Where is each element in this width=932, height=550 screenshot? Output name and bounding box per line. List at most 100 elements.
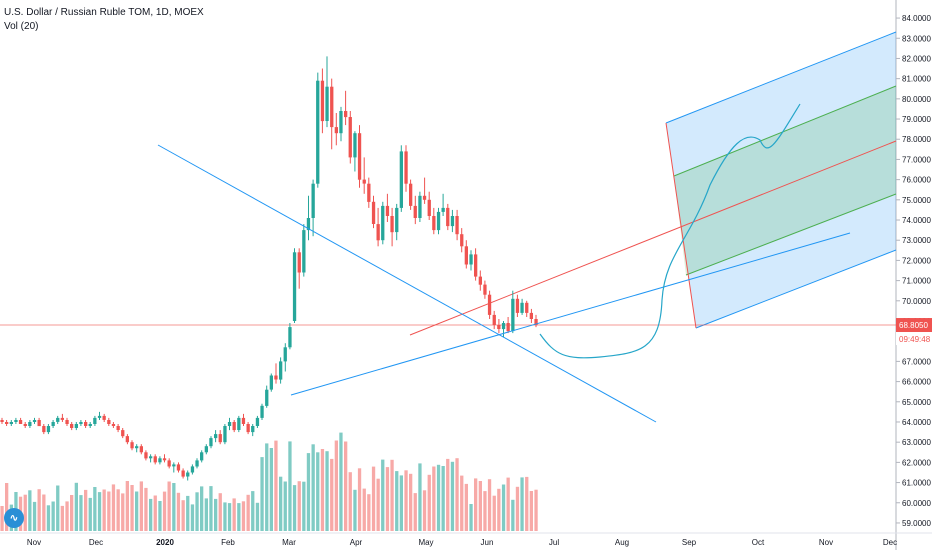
candle-body xyxy=(506,323,510,332)
volume-bar xyxy=(395,471,399,531)
candle-body xyxy=(371,201,376,224)
y-tick-label: 59.0000 xyxy=(902,519,931,528)
y-tick-label: 83.0000 xyxy=(902,34,931,43)
logo-glyph-icon: ∿ xyxy=(9,512,19,524)
candle-body xyxy=(237,417,241,430)
volume-bar xyxy=(441,466,445,531)
pitchfork-upper-line xyxy=(665,31,897,124)
y-tick-label: 63.0000 xyxy=(902,438,931,447)
candle-body xyxy=(255,417,260,426)
candle-body xyxy=(274,375,278,380)
candle-body xyxy=(218,434,222,443)
candle-body xyxy=(190,466,195,473)
candle-body xyxy=(478,276,482,285)
volume-bar xyxy=(162,491,167,531)
volume-bar xyxy=(102,489,106,531)
candle-body xyxy=(5,422,9,424)
candle-body xyxy=(0,420,4,422)
candle-body xyxy=(297,252,301,273)
volume-bar xyxy=(404,470,408,531)
volume-bar xyxy=(195,492,199,531)
x-tick-label: 2020 xyxy=(156,538,174,547)
volume-bar xyxy=(223,502,227,531)
candle-body xyxy=(316,80,320,184)
volume-bar xyxy=(158,501,162,531)
candle-body xyxy=(311,183,315,218)
candle-body xyxy=(227,422,232,426)
candle-body xyxy=(376,224,380,241)
volume-bar xyxy=(251,491,255,531)
pitchfork-lower-line xyxy=(695,249,897,329)
candle-body xyxy=(418,195,422,218)
candle-body xyxy=(381,205,385,241)
candle-body xyxy=(130,442,134,449)
x-tick-label: Oct xyxy=(752,538,765,547)
candle-body xyxy=(436,211,441,231)
candle-body xyxy=(28,422,32,426)
candle-body xyxy=(487,294,492,315)
candle-body xyxy=(399,151,403,208)
candle-body xyxy=(450,216,455,227)
volume-bar xyxy=(135,491,139,531)
candle-body xyxy=(97,415,102,418)
volume-bar xyxy=(427,474,431,531)
volume-bar xyxy=(478,481,482,531)
candle-body xyxy=(446,207,450,227)
candle-body xyxy=(265,389,269,406)
volume-bar xyxy=(357,468,362,531)
volume-bar xyxy=(297,481,301,531)
candle-body xyxy=(320,80,325,122)
candle-body xyxy=(158,458,162,463)
volume-bar xyxy=(385,467,390,531)
volume-bar xyxy=(51,501,55,531)
volume-bar xyxy=(418,463,422,531)
pitchfork-outer-zone xyxy=(666,32,896,328)
candle-body xyxy=(176,464,181,471)
y-tick-label: 64.0000 xyxy=(902,418,931,427)
candle-body xyxy=(135,446,139,449)
candle-body xyxy=(204,446,208,453)
candle-body xyxy=(246,424,250,433)
tradingview-logo[interactable]: ∿ xyxy=(4,508,24,528)
volume-bar xyxy=(23,494,27,531)
candle-body xyxy=(172,464,176,467)
candle-body xyxy=(339,111,343,134)
x-tick-label: Jul xyxy=(549,538,559,547)
candle-body xyxy=(515,298,520,313)
candle-body xyxy=(116,426,120,430)
volume-bar xyxy=(204,498,208,531)
volume-bar xyxy=(260,457,264,531)
volume-bar xyxy=(232,498,236,531)
descending-trendline xyxy=(157,144,657,423)
candle-body xyxy=(167,460,171,467)
volume-bar xyxy=(209,486,213,531)
y-tick-label: 74.0000 xyxy=(902,216,931,225)
candle-body xyxy=(65,420,69,424)
volume-bar xyxy=(200,486,204,531)
volume-bar xyxy=(37,489,41,531)
volume-bar xyxy=(432,466,436,531)
candle-body xyxy=(306,218,311,231)
volume-bar xyxy=(74,482,78,531)
x-tick-label: Feb xyxy=(221,538,235,547)
volume-bar xyxy=(218,493,222,531)
volume-bar xyxy=(422,490,427,531)
volume-bar xyxy=(60,505,64,531)
candle-body xyxy=(427,199,431,216)
candle-body xyxy=(348,117,352,158)
candle-body xyxy=(390,216,394,233)
candle-body xyxy=(149,456,153,459)
candle-body xyxy=(46,426,51,433)
volume-bar xyxy=(311,444,315,531)
volume-bar xyxy=(367,494,371,531)
volume-bar xyxy=(511,499,515,531)
candle-body xyxy=(111,424,116,426)
volume-bar xyxy=(93,487,97,531)
x-tick-label: May xyxy=(418,538,433,547)
candle-body xyxy=(292,252,297,321)
candle-body xyxy=(501,323,506,330)
volume-bar xyxy=(316,452,320,531)
y-tick-label: 78.0000 xyxy=(902,135,931,144)
volume-bar xyxy=(436,464,441,531)
